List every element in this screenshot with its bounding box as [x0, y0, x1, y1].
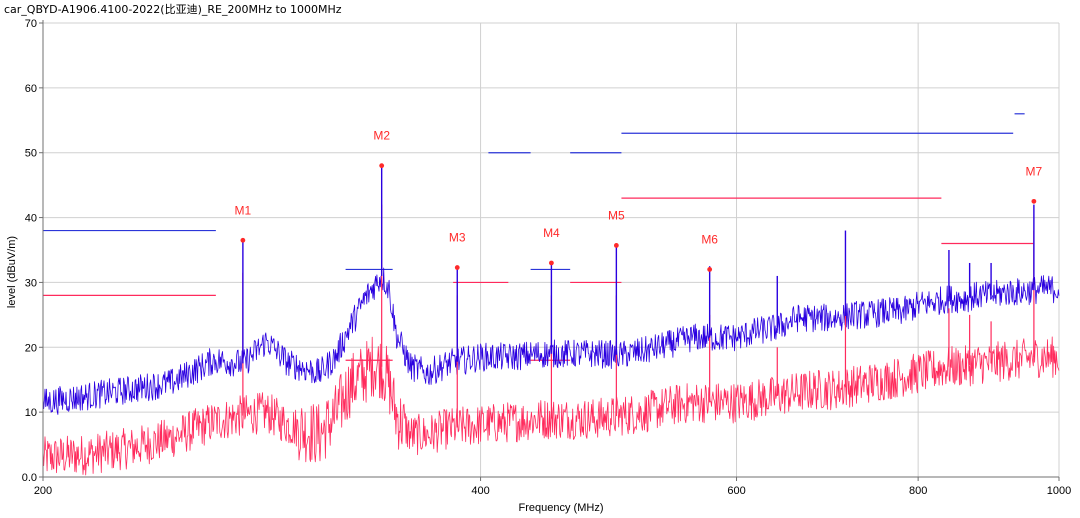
marker-dot — [379, 163, 385, 169]
y-tick-label: 20 — [25, 342, 37, 354]
y-axis-title: level (dBuV/m) — [6, 236, 18, 308]
y-tick-label: 70 — [25, 18, 37, 30]
x-tick-label: 600 — [727, 485, 745, 497]
marker-dot — [1031, 198, 1037, 204]
y-tick-label: 10 — [25, 407, 37, 419]
marker-dot — [707, 267, 713, 272]
y-tick-label: 0.0 — [22, 472, 37, 484]
x-tick-label: 1000 — [1047, 485, 1071, 497]
limit-lines — [43, 113, 1034, 361]
marker-label: M4 — [543, 226, 560, 240]
y-tick-label: 30 — [25, 277, 37, 289]
chart-title: car_QBYD-A1906.4100-2022(比亚迪)_RE_200MHz … — [4, 3, 342, 16]
traces — [42, 165, 1060, 476]
axes: 0.0 10 20 30 40 50 60 70 200 400 600 800 1000 — [22, 18, 1072, 497]
marker-dot — [454, 265, 460, 270]
marker-label: M5 — [608, 208, 625, 222]
marker-label: M7 — [1026, 164, 1043, 178]
marker-label: M2 — [373, 129, 390, 143]
x-tick-label: 200 — [34, 485, 52, 497]
y-tick-label: 40 — [25, 213, 37, 225]
marker-dot — [240, 237, 246, 243]
marker-label: M6 — [701, 232, 718, 246]
y-tick-label: 60 — [25, 83, 37, 95]
marker-dot — [613, 243, 619, 248]
marker-dot — [549, 260, 554, 266]
x-tick-label: 800 — [909, 485, 927, 497]
x-axis-title: Frequency (MHz) — [519, 502, 604, 514]
marker-label: M3 — [449, 231, 466, 245]
markers: M1 M2 M3 M4 M5 M6 M7 — [235, 129, 1043, 272]
y-tick-label: 50 — [25, 148, 37, 160]
x-tick-label: 400 — [471, 485, 489, 497]
marker-label: M1 — [235, 203, 252, 217]
